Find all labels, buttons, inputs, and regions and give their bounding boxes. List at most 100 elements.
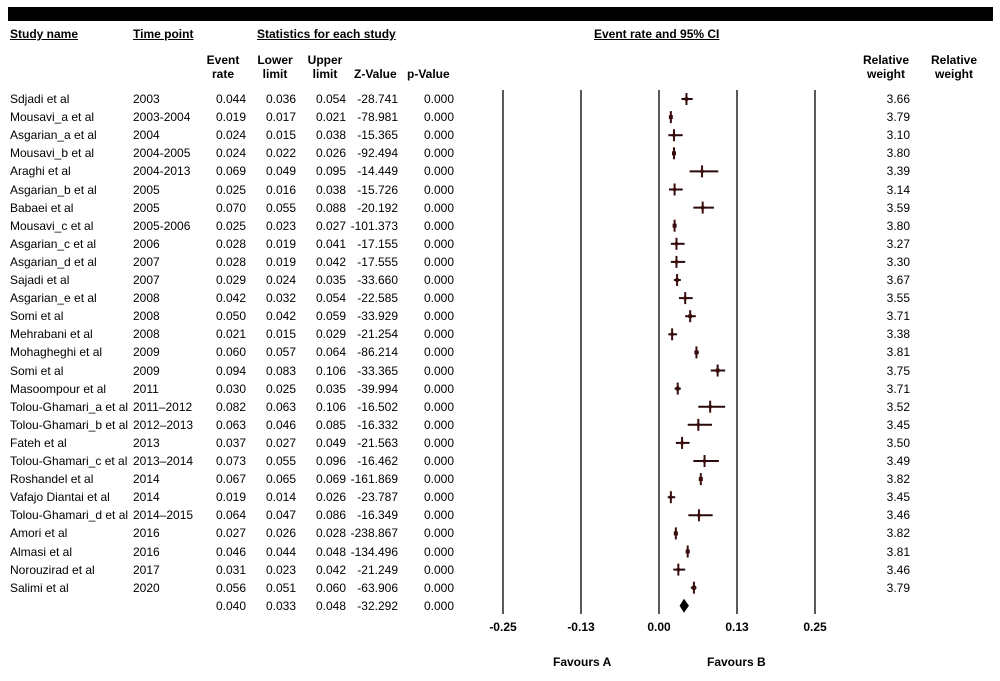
time-point-cell: 2014 <box>133 472 160 487</box>
event-rate-cell: 0.029 <box>215 273 246 287</box>
lower-limit-cell: 0.027 <box>265 435 296 450</box>
study-name-cell: Asgarian_c et al <box>10 236 97 251</box>
lower-limit-cell: 0.036 <box>265 92 296 106</box>
relative-weight-cell: 3.67 <box>886 273 910 287</box>
study-name-cell: Fateh et al <box>10 435 67 450</box>
event-rate-cell: 0.067 <box>215 472 246 487</box>
event-rate-cell: 0.037 <box>215 435 246 450</box>
upper-limit-cell: 0.026 <box>315 146 346 161</box>
event-rate-cell: 0.025 <box>215 182 246 197</box>
relative-weight-cell: 3.80 <box>886 146 910 161</box>
p-value-cell: 0.000 <box>423 110 454 125</box>
z-value-cell: -28.741 <box>357 92 398 106</box>
study-name-cell: Araghi et al <box>10 164 71 179</box>
z-value-cell: -101.373 <box>350 218 398 233</box>
upper-limit-cell: 0.088 <box>315 200 346 215</box>
p-value-cell: 0.000 <box>423 254 454 269</box>
p-value-cell: 0.000 <box>423 128 454 143</box>
relative-weight-cell: 3.45 <box>886 490 910 505</box>
p-value-cell: 0.000 <box>423 182 454 197</box>
p-value-cell: 0.000 <box>423 435 454 450</box>
p-value-cell: 0.000 <box>423 417 454 432</box>
study-name-cell: Asgarian_a et al <box>10 128 97 143</box>
study-name-cell: Almasi et al <box>10 544 73 559</box>
lower-limit-cell: 0.016 <box>265 182 296 197</box>
z-value-subheader: Z-Value <box>354 67 397 81</box>
time-point-cell: 2009 <box>133 345 160 360</box>
z-value-cell: -238.867 <box>350 526 398 541</box>
favours-b-label: Favours B <box>707 655 766 669</box>
z-value-cell: -33.660 <box>357 273 398 287</box>
event-rate-cell: 0.050 <box>215 309 246 324</box>
study-name-cell: Mehrabani et al <box>10 327 93 342</box>
z-value-cell: -20.192 <box>357 200 398 215</box>
upper-limit-cell: 0.042 <box>315 254 346 269</box>
upper-limit-cell: 0.054 <box>315 92 346 106</box>
p-value-cell: 0.000 <box>423 490 454 505</box>
time-point-cell: 2011 <box>133 381 159 396</box>
time-point-cell: 2017 <box>133 562 160 577</box>
time-point-cell: 2012–2013 <box>133 417 194 432</box>
rel-weight-1-label-1: Relative <box>862 53 910 67</box>
lower-limit-cell: 0.024 <box>265 273 296 287</box>
upper-limit-cell: 0.041 <box>315 236 346 251</box>
event-rate-cell: 0.042 <box>215 291 246 306</box>
stats-header: Statistics for each study <box>257 27 396 41</box>
lower-limit-cell: 0.065 <box>265 472 296 487</box>
study-name-cell: Asgarian_b et al <box>10 182 97 197</box>
upper-limit-cell: 0.038 <box>315 128 346 143</box>
time-point-cell: 2004-2013 <box>133 164 191 179</box>
p-value-cell: 0.000 <box>423 562 454 577</box>
upper-limit-cell: 0.106 <box>315 363 346 378</box>
study-name-cell: Masoompour et al <box>10 381 107 396</box>
p-value-cell: 0.000 <box>423 92 454 106</box>
study-name-cell: Tolou-Ghamari_a et al <box>10 399 129 414</box>
study-name-header: Study name <box>10 27 79 41</box>
z-value-cell: -17.555 <box>357 254 398 269</box>
p-value-cell: 0.000 <box>423 580 454 595</box>
event-rate-cell: 0.019 <box>215 110 246 125</box>
time-point-cell: 2013–2014 <box>133 454 194 468</box>
summary-z-value-cell: -32.292 <box>357 598 398 613</box>
upper-limit-cell: 0.029 <box>315 327 346 342</box>
lower-limit-cell: 0.051 <box>265 580 296 595</box>
event-rate-cell: 0.028 <box>215 236 246 251</box>
event-rate-cell: 0.030 <box>215 381 246 396</box>
study-name-cell: Tolou-Ghamari_d et al <box>10 508 129 523</box>
relative-weight-cell: 3.82 <box>886 526 910 541</box>
time-point-cell: 2004 <box>133 128 160 143</box>
upper-limit-cell: 0.069 <box>315 472 346 487</box>
p-value-cell: 0.000 <box>423 327 454 342</box>
event-rate-cell: 0.019 <box>215 490 246 505</box>
relative-weight-cell: 3.79 <box>886 110 910 125</box>
study-name-cell: Mousavi_c et al <box>10 218 94 233</box>
time-point-cell: 2014 <box>133 490 160 505</box>
summary-event-rate-cell: 0.040 <box>215 598 246 613</box>
x-tick-label: -0.25 <box>489 620 517 634</box>
lower-limit-cell: 0.032 <box>265 291 296 306</box>
upper-limit-subheader: Upper limit <box>304 53 346 81</box>
p-value-cell: 0.000 <box>423 309 454 324</box>
lower-limit-cell: 0.057 <box>265 345 296 360</box>
z-value-cell: -21.254 <box>357 327 398 342</box>
event-rate-cell: 0.060 <box>215 345 246 360</box>
upper-limit-cell: 0.035 <box>315 273 346 287</box>
z-value-cell: -16.502 <box>357 399 398 414</box>
upper-limit-cell: 0.096 <box>315 454 346 468</box>
summary-upper-limit-cell: 0.048 <box>315 598 346 613</box>
upper-limit-cell: 0.035 <box>315 381 346 396</box>
event-rate-cell: 0.028 <box>215 254 246 269</box>
event-rate-cell: 0.073 <box>215 454 246 468</box>
p-value-cell: 0.000 <box>423 291 454 306</box>
lower-limit-cell: 0.019 <box>265 236 296 251</box>
relative-weight-cell: 3.50 <box>886 435 910 450</box>
x-tick-label: 0.13 <box>725 620 749 634</box>
study-name-cell: Tolou-Ghamari_c et al <box>10 454 128 468</box>
event-rate-cell: 0.031 <box>215 562 246 577</box>
lower-limit-subheader: Lower limit <box>254 53 296 81</box>
time-point-cell: 2020 <box>133 580 160 595</box>
study-name-cell: Mousavi_a et al <box>10 110 95 125</box>
summary-p-value-cell: 0.000 <box>423 598 454 613</box>
lower-limit-cell: 0.049 <box>265 164 296 179</box>
relative-weight-cell: 3.75 <box>886 363 910 378</box>
